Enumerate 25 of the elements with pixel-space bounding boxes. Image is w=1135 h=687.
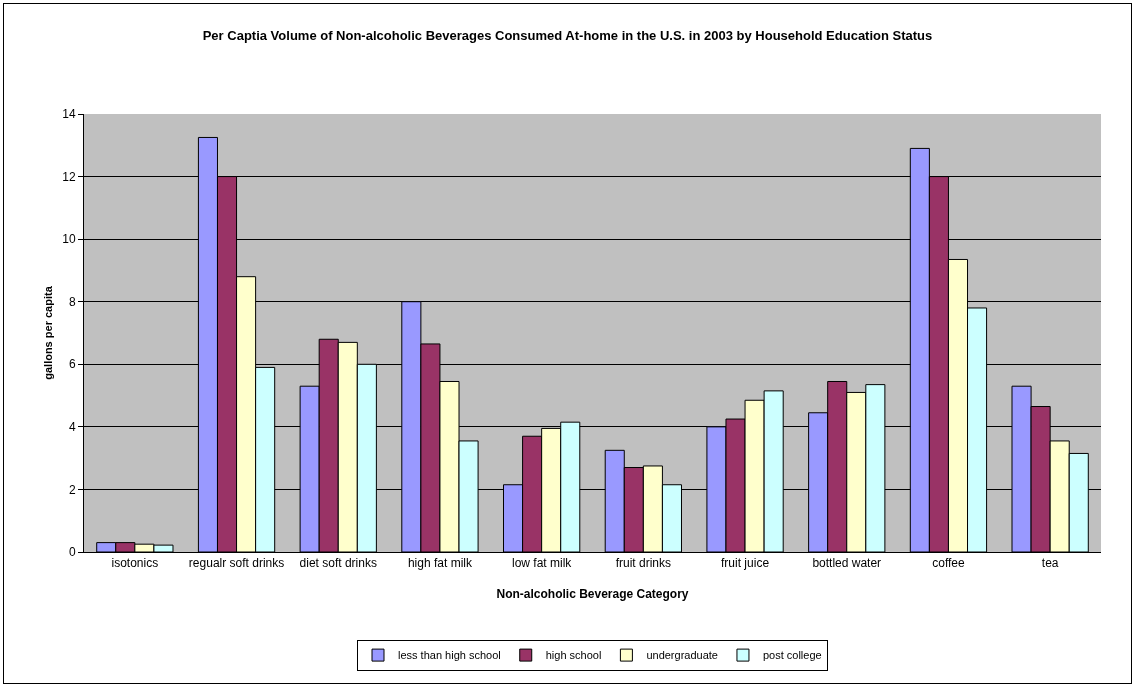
legend-label: high school <box>545 649 602 662</box>
legend-label: post college <box>762 649 822 662</box>
y-tick-label: 6 <box>68 357 76 372</box>
x-tick-label: coffee <box>932 556 966 571</box>
y-tick-label: 8 <box>68 294 76 309</box>
x-tick-label: high fat milk <box>407 556 473 571</box>
x-tick-label: fruit juice <box>721 556 770 571</box>
x-tick-label: bottled water <box>812 556 882 571</box>
x-tick-label: regualr soft drinks <box>188 556 285 571</box>
x-tick-label: fruit drinks <box>615 556 672 571</box>
legend-label: undergraduate <box>646 649 718 662</box>
x-tick-label: tea <box>1041 556 1059 571</box>
x-tick-label: isotonics <box>111 556 159 571</box>
y-tick-label: 4 <box>68 420 76 435</box>
x-tick-label: diet soft drinks <box>299 556 377 571</box>
y-tick-label: 10 <box>62 232 76 247</box>
y-tick-label: 12 <box>62 169 76 184</box>
y-axis-title: gallons per capita <box>42 285 54 380</box>
y-tick-label: 14 <box>62 107 76 122</box>
y-tick-label: 2 <box>68 482 76 497</box>
x-axis-title: Non-alcoholic Beverage Category <box>496 587 689 601</box>
y-tick-label: 0 <box>68 545 76 560</box>
legend-label: less than high school <box>398 649 501 662</box>
x-tick-label: low fat milk <box>511 556 573 571</box>
chart-title: Per Captia Volume of Non-alcoholic Beverages Consumed At-home in the U.S. in 2003 by Household Education Status <box>202 28 933 44</box>
